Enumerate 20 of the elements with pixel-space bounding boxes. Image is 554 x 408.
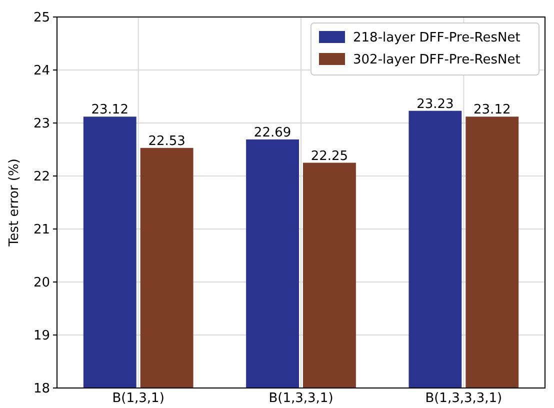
- y-tick-label: 18: [33, 382, 50, 397]
- y-tick-label: 22: [33, 170, 50, 185]
- data-label: 22.69: [254, 125, 292, 140]
- y-tick-label: 25: [33, 10, 50, 26]
- y-tick-label: 21: [33, 222, 50, 238]
- data-label: 23.12: [474, 102, 511, 118]
- y-tick-label: 23: [33, 116, 50, 132]
- x-tick-label: B(1,3,3,1): [268, 391, 334, 406]
- data-label: 23.23: [416, 96, 454, 112]
- legend-label: 218-layer DFF-Pre-ResNet: [353, 30, 520, 46]
- legend-label: 302-layer DFF-Pre-ResNet: [353, 52, 520, 68]
- data-label: 22.53: [148, 134, 186, 149]
- data-label: 23.12: [91, 102, 128, 118]
- y-axis-title: Test error (%): [7, 158, 22, 248]
- y-tick-label: 19: [33, 328, 50, 344]
- data-label: 22.25: [310, 148, 348, 164]
- y-tick-label: 20: [33, 276, 50, 291]
- x-tick-label: B(1,3,3,3,1): [425, 391, 502, 406]
- x-tick-label: B(1,3,1): [112, 391, 164, 406]
- y-tick-label: 24: [33, 64, 50, 79]
